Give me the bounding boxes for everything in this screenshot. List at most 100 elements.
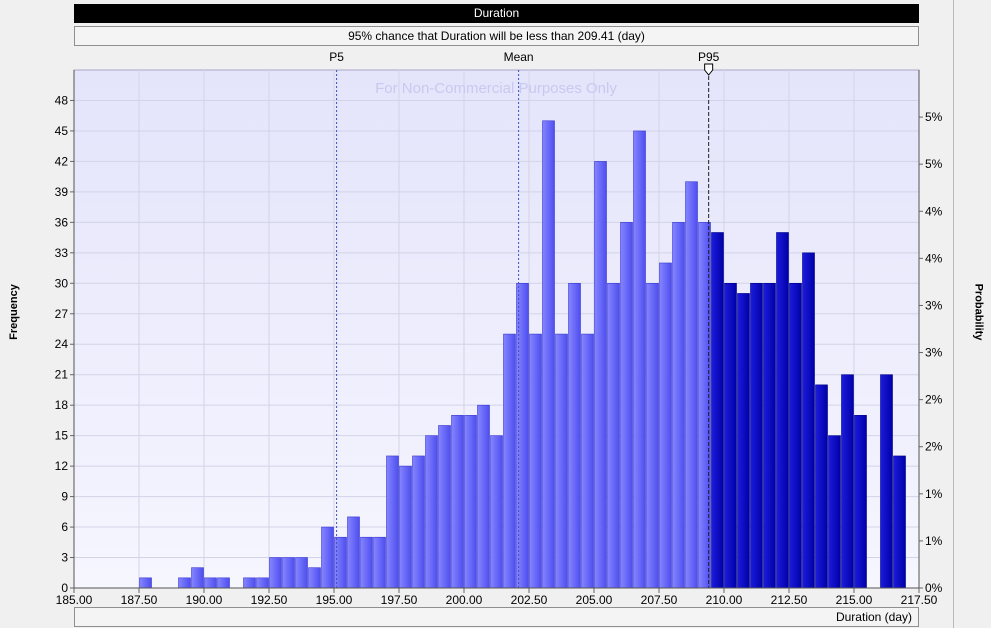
histogram-bar (672, 222, 685, 589)
histogram-bar (529, 333, 542, 589)
grid (74, 70, 919, 588)
marker-label-p95: P95 (698, 50, 720, 64)
histogram-bar (750, 282, 763, 589)
p95-handle-icon (704, 63, 714, 76)
y-tick-label: 24 (55, 337, 69, 351)
x-tick-label: 215.00 (836, 593, 873, 607)
histogram-bar (789, 282, 802, 589)
histogram-bar (399, 465, 412, 589)
histogram-bar (594, 161, 607, 589)
y2-tick-label: 3% (925, 298, 943, 312)
histogram-bar (295, 557, 308, 589)
y-tick-label: 45 (55, 124, 69, 138)
y2-tick-label: 2% (925, 440, 943, 454)
histogram-bar (269, 557, 282, 589)
x-axis-label: Duration (day) (835, 610, 912, 624)
y2-tick-label: 4% (925, 251, 943, 265)
x-tick-label: 195.00 (316, 593, 353, 607)
histogram-bar (412, 455, 425, 589)
y2-tick-label: 1% (925, 534, 943, 548)
histogram-bar (659, 262, 672, 589)
y2-tick-label: 4% (925, 204, 943, 218)
histogram-bar (815, 384, 828, 589)
histogram-bar (347, 516, 360, 589)
x-tick-label: 202.50 (511, 593, 548, 607)
x-tick-label: 192.50 (251, 593, 288, 607)
histogram-bar (633, 130, 646, 589)
y2-tick-label: 2% (925, 393, 943, 407)
histogram-bar (243, 577, 256, 589)
histogram-bar (828, 435, 841, 589)
histogram-bar (646, 282, 659, 589)
histogram-bar (607, 282, 620, 589)
y-tick-label: 15 (55, 429, 69, 443)
histogram-bar (685, 181, 698, 589)
axes: 185.00 187.50 190.00 192.50 195.00 197.50 200.… (55, 70, 943, 607)
x-tick-label: 217.50 (901, 593, 938, 607)
histogram-bar (308, 567, 321, 589)
x-tick-label: 185.00 (56, 593, 93, 607)
histogram-bar (711, 232, 724, 589)
y-tick-label: 27 (55, 307, 69, 321)
marker-label-p5: P5 (329, 50, 344, 64)
y-tick-label: 33 (55, 246, 69, 260)
y2-tick-label: 0% (925, 581, 943, 595)
y-tick-label: 9 (61, 490, 68, 504)
histogram-bar (503, 333, 516, 589)
x-tick-label: 200.00 (446, 593, 483, 607)
x-tick-label: 207.50 (641, 593, 678, 607)
chart-title: Duration (74, 4, 919, 23)
histogram-bar (451, 415, 464, 589)
histogram-bar (581, 333, 594, 589)
histogram-bar (256, 577, 269, 589)
x-tick-label: 210.00 (706, 593, 743, 607)
histogram-bar (425, 435, 438, 589)
y2-tick-label: 3% (925, 346, 943, 360)
histogram-bar (321, 526, 334, 589)
y-tick-label: 36 (55, 215, 69, 229)
histogram-bar (217, 577, 230, 589)
y-tick-label: 12 (55, 459, 69, 473)
histogram-bar (373, 536, 386, 589)
histogram-bar (204, 577, 217, 589)
histogram-bar (555, 333, 568, 589)
x-tick-label: 187.50 (121, 593, 158, 607)
histogram-bar (880, 374, 893, 589)
histogram-bar (360, 536, 373, 589)
histogram-bar (386, 455, 399, 589)
y2-tick-label: 5% (925, 110, 943, 124)
bars (139, 120, 906, 589)
histogram-bar (841, 374, 854, 589)
y-tick-label: 0 (61, 581, 68, 595)
y-tick-label: 48 (55, 93, 69, 107)
y2-tick-label: 1% (925, 487, 943, 501)
y-tick-label: 42 (55, 154, 69, 168)
histogram-bar (893, 455, 906, 589)
histogram-bar (854, 415, 867, 589)
histogram-bar (464, 415, 477, 589)
histogram-bar (802, 252, 815, 589)
histogram-bar (724, 282, 737, 589)
frame-divider (953, 0, 954, 628)
x-tick-label: 197.50 (381, 593, 418, 607)
x-axis-label-bar: Duration (day) (74, 607, 919, 627)
y-tick-label: 18 (55, 398, 69, 412)
watermark: For Non-Commercial Purposes Only (375, 80, 617, 97)
histogram-bar (776, 232, 789, 589)
histogram-bar (620, 222, 633, 589)
x-tick-label: 190.00 (186, 593, 223, 607)
chart-subtitle: 95% chance that Duration will be less th… (74, 26, 919, 46)
histogram-bar (477, 404, 490, 589)
histogram-bar (763, 282, 776, 589)
y-tick-label: 21 (55, 368, 69, 382)
x-tick-label: 212.50 (771, 593, 808, 607)
y-tick-label: 39 (55, 185, 69, 199)
histogram-bar (737, 293, 750, 589)
histogram-bar (438, 425, 451, 589)
percentile-markers: P5 Mean P95 (329, 50, 720, 588)
marker-label-mean: Mean (504, 50, 534, 64)
x-tick-label: 205.00 (576, 593, 613, 607)
y-tick-label: 6 (61, 520, 68, 534)
histogram-bar (490, 435, 503, 589)
